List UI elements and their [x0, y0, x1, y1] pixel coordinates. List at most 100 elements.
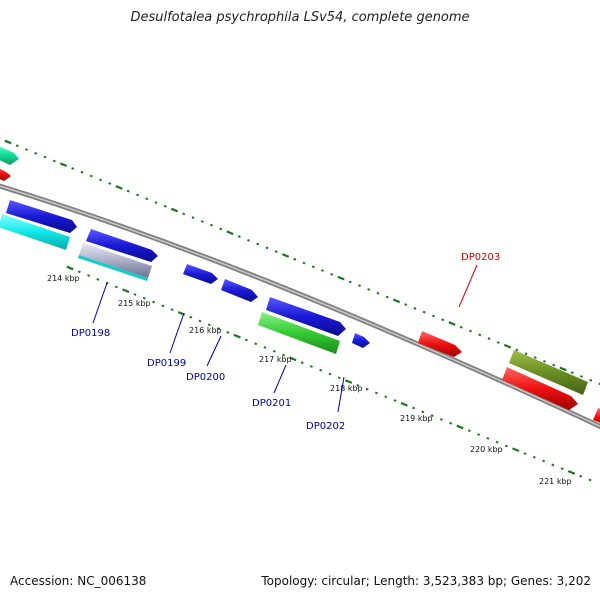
major-tick: [289, 356, 297, 362]
minor-tick: [207, 323, 211, 327]
major-tick: [567, 470, 576, 475]
tick-labels: 214 kbp 215 kbp 216 kbp 217 kbp 218 kbp …: [47, 274, 572, 486]
leader-line: [273, 364, 287, 394]
minor-tick: [200, 220, 204, 223]
gene-label-dp0199[interactable]: DP0199: [147, 358, 186, 369]
gene-labels: DP0198 DP0199 DP0200 DP0201 DP0202 DP020…: [71, 252, 500, 432]
minor-tick: [133, 293, 137, 296]
minor-tick: [210, 223, 213, 227]
minor-tick: [570, 371, 574, 375]
major-tick: [503, 343, 512, 349]
major-tick: [233, 333, 241, 339]
minor-tick: [404, 303, 408, 306]
minor-tick: [152, 300, 156, 304]
minor-tick: [87, 274, 91, 277]
minor-tick: [365, 387, 369, 391]
feature-red-edge: [593, 408, 600, 423]
minor-tick: [99, 178, 102, 182]
minor-tick: [244, 338, 248, 342]
major-tick: [4, 139, 12, 145]
minor-tick: [356, 383, 360, 387]
minor-tick: [533, 356, 537, 359]
minor-tick: [43, 155, 47, 159]
major-tick: [170, 207, 179, 213]
minor-tick: [542, 459, 546, 463]
minor-tick: [524, 352, 528, 356]
feature-blue-arrow: [6, 200, 77, 233]
accession-text: Accession: NC_006138: [10, 574, 147, 588]
minor-tick: [163, 204, 167, 208]
tick-label: 218 kbp: [330, 384, 363, 393]
minor-tick: [108, 182, 112, 185]
tick-label: 219 kbp: [400, 414, 433, 423]
gene-label-dp0203[interactable]: DP0203: [461, 252, 500, 263]
major-tick: [392, 298, 401, 304]
minor-tick: [77, 270, 81, 274]
major-tick: [226, 230, 234, 236]
gene-label-dp0201[interactable]: DP0201: [252, 398, 291, 409]
gene-label-dp0198[interactable]: DP0198: [71, 328, 110, 339]
leader-line: [458, 264, 478, 308]
map-title: Desulfotalea psychrophila LSv54, complet…: [130, 10, 470, 25]
gene-label-dp0200[interactable]: DP0200: [186, 372, 225, 383]
minor-tick: [272, 349, 276, 353]
minor-tick: [293, 257, 297, 261]
major-tick: [115, 185, 123, 190]
minor-tick: [126, 189, 130, 193]
minor-tick: [393, 399, 397, 402]
feature-green-bar: [258, 312, 340, 354]
minor-tick: [552, 363, 556, 367]
minor-tick: [226, 330, 230, 334]
minor-tick: [321, 269, 324, 272]
outer-tick-ruler: [4, 139, 600, 386]
minor-tick: [198, 319, 202, 323]
minor-tick: [274, 250, 278, 254]
minor-tick: [422, 310, 426, 314]
major-tick: [344, 379, 353, 384]
minor-tick: [142, 296, 146, 300]
minor-tick: [385, 295, 389, 299]
minor-tick: [25, 148, 28, 151]
major-tick: [456, 424, 464, 430]
minor-tick: [413, 306, 417, 310]
minor-tick: [588, 478, 592, 482]
minor-tick: [478, 333, 482, 337]
minor-tick: [589, 378, 593, 382]
minor-tick: [114, 285, 118, 289]
minor-tick: [247, 238, 250, 242]
minor-tick: [328, 372, 332, 376]
minor-tick: [319, 368, 323, 372]
minor-tick: [348, 280, 352, 284]
feature-olive-bar: [509, 350, 588, 395]
minor-tick: [486, 436, 490, 440]
minor-tick: [80, 170, 84, 174]
topology-summary: Topology: circular; Length: 3,523,383 bp…: [261, 574, 591, 588]
leader-line: [206, 335, 222, 367]
major-tick: [281, 253, 290, 258]
minor-tick: [161, 304, 165, 308]
minor-tick: [154, 201, 158, 204]
feature-red-arrow-right: [502, 367, 578, 410]
minor-tick: [237, 235, 241, 238]
leader-line: [169, 312, 185, 354]
minor-tick: [523, 452, 527, 455]
gene-label-dp0202[interactable]: DP0202: [306, 421, 345, 432]
tick-label: 214 kbp: [47, 274, 80, 283]
minor-tick: [439, 418, 443, 421]
minor-tick: [309, 365, 313, 368]
minor-tick: [384, 395, 388, 399]
minor-tick: [441, 318, 445, 322]
feature-red-arrow-dp0203: [418, 331, 462, 357]
minor-tick: [256, 242, 260, 246]
minor-tick: [145, 197, 149, 201]
minor-tick: [219, 227, 223, 231]
minor-tick: [469, 329, 472, 333]
minor-tick: [449, 421, 453, 425]
minor-tick: [551, 463, 555, 467]
tick-label: 220 kbp: [470, 445, 503, 454]
minor-tick: [412, 406, 416, 410]
major-tick: [66, 265, 74, 271]
minor-tick: [311, 265, 315, 269]
leader-line: [92, 282, 108, 324]
